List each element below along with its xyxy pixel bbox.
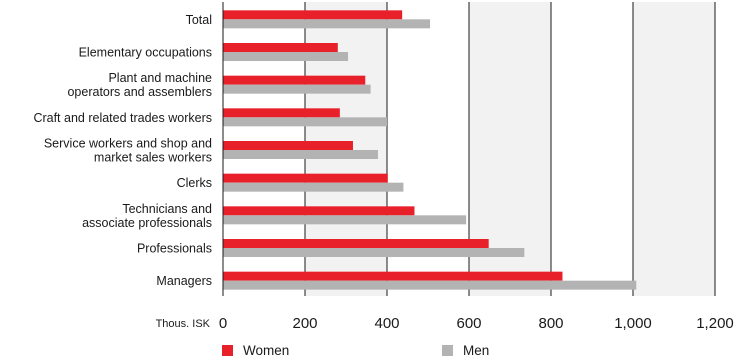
bar-men [223,84,371,94]
bar-women [223,173,388,183]
x-tick-label: 0 [219,315,227,332]
x-tick-label: 800 [538,315,563,332]
category-label: operators and assemblers [67,85,212,99]
bar-women [223,43,338,52]
category-label: Clerks [177,176,212,190]
legend: Women Men [222,343,489,358]
category-label: market sales workers [94,151,212,165]
bar-women [223,10,403,20]
bar-men [223,117,387,127]
category-label: Craft and related trades workers [33,111,212,125]
bar-men [223,215,467,225]
bar-women [223,75,366,85]
x-tick-label: 400 [374,315,399,332]
legend-swatch [442,345,453,356]
category-label: associate professionals [82,216,212,230]
bar-women [223,239,489,248]
legend-label: Men [463,343,489,358]
category-label: Total [186,13,212,27]
category-label: Elementary occupations [79,46,212,60]
bar-men [223,182,404,192]
bar-women [223,206,415,216]
x-tick-label: 200 [292,315,317,332]
bars [223,10,637,290]
category-labels: Total Elementary occupations Plant and mac… [33,13,212,288]
bar-men [223,19,431,29]
bar-men [223,280,637,290]
bar-men [223,150,378,159]
legend-swatch [222,345,233,356]
legend-item-women: Women [222,343,289,358]
x-tick-label: 600 [456,315,481,332]
category-label: Professionals [137,242,212,256]
legend-label: Women [243,343,289,358]
legend-item-men: Men [442,343,489,358]
category-label: Plant and machine [108,71,212,85]
bar-women [223,271,563,281]
x-tick-labels: 0 200 400 600 800 1,000 1,200 [219,315,734,332]
bar-women [223,141,353,150]
grid-band [633,2,715,296]
bar-men [223,248,525,257]
category-label: Managers [156,274,212,288]
bar-women [223,108,340,118]
category-label: Technicians and [122,202,212,216]
category-label: Service workers and shop and [44,137,212,151]
x-tick-label: 1,000 [614,315,652,332]
x-axis-label: Thous. ISK [156,318,211,330]
x-tick-label: 1,200 [696,315,734,332]
bar-men [223,52,349,61]
grid-bands [305,2,715,296]
